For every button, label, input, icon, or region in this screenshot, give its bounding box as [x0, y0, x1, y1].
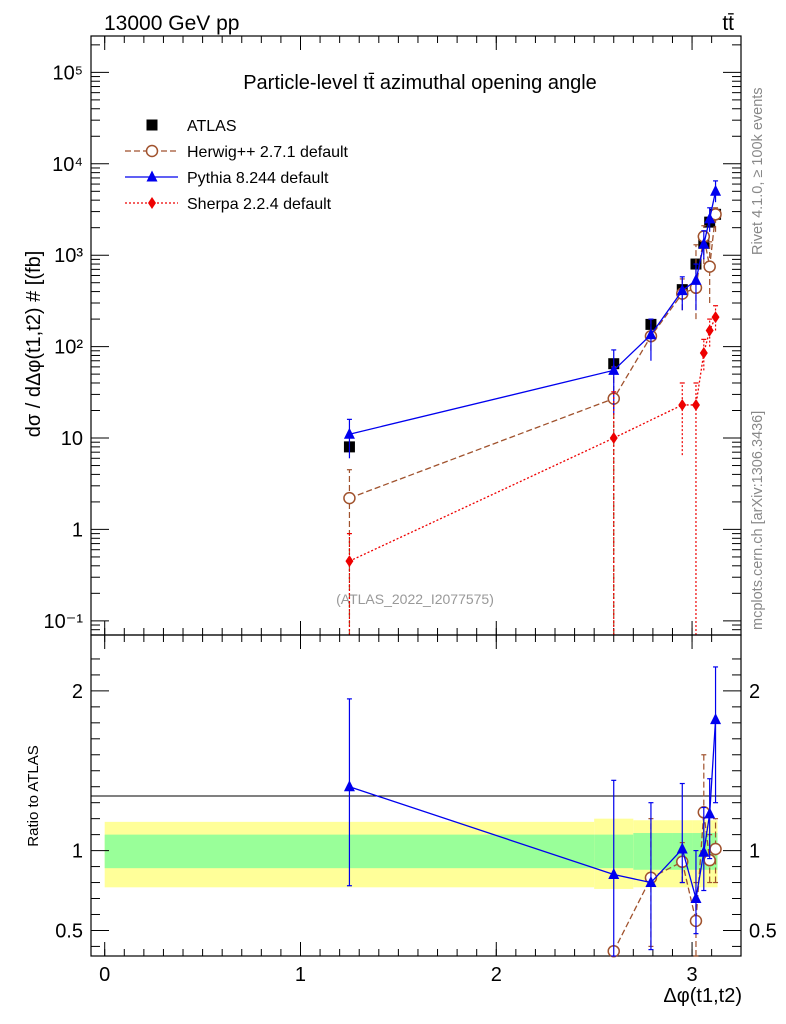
- energy-label: 13000 GeV pp: [104, 12, 239, 35]
- analysis-id: (ATLAS_2022_I2077575): [336, 591, 494, 607]
- pythia-point: [343, 427, 355, 439]
- y-tick-label: 10⁴: [52, 154, 83, 176]
- legend: ATLAS Herwig++ 2.7.1 default Pythia 8.244 …: [125, 118, 349, 213]
- pythia-ratio-point: [698, 845, 710, 857]
- legend-marker-pythia: [146, 170, 158, 182]
- herwig-point: [343, 491, 356, 505]
- pythia-ratio-point: [704, 807, 716, 819]
- main-panel: Particle-level tt̄ azimuthal opening ang…: [23, 35, 742, 636]
- x-tick-label: 1: [295, 964, 306, 986]
- ratio-y-tick-label: 0.5: [55, 920, 83, 942]
- sherpa-point: [699, 347, 708, 360]
- sherpa-point: [678, 398, 687, 411]
- ratio-y-tick-label-right: 1: [749, 841, 760, 863]
- sherpa-point: [711, 311, 720, 324]
- pythia-point: [676, 284, 688, 296]
- pythia-ratio-point: [710, 713, 722, 725]
- herwig-ratio-point: [709, 842, 722, 856]
- sherpa-point: [705, 324, 714, 337]
- pythia-point: [710, 184, 722, 196]
- legend-marker-herwig: [145, 144, 159, 158]
- x-tick-label: 0: [99, 964, 110, 986]
- legend-marker-atlas: [146, 119, 158, 131]
- y-tick-label: 10³: [54, 245, 83, 267]
- chart-title: Particle-level tt̄ azimuthal opening ang…: [243, 72, 597, 94]
- mcplots-label: mcplots.cern.ch [arXiv:1306.3436]: [750, 411, 766, 630]
- pythia-ratio-point: [645, 876, 657, 888]
- sherpa-line: [349, 316, 717, 562]
- inner-uncertainty-band: [633, 833, 673, 870]
- pythia-ratio-point: [343, 780, 355, 792]
- pythia-ratio-point: [690, 892, 702, 904]
- legend-label-herwig: Herwig++ 2.7.1 default: [187, 144, 349, 161]
- pythia-ratio-point: [676, 842, 688, 854]
- sherpa-point: [345, 555, 354, 568]
- pythia-ratio-point: [608, 868, 620, 880]
- inner-uncertainty-band: [692, 833, 702, 870]
- sherpa-point: [691, 398, 700, 411]
- pythia-point: [704, 212, 716, 224]
- legend-marker-sherpa: [148, 197, 156, 209]
- ratio-y-tick-label-right: 2: [749, 681, 760, 703]
- y-tick-label: 10²: [54, 337, 83, 359]
- pythia-point: [608, 363, 620, 375]
- pythia-point: [645, 328, 657, 340]
- legend-label-sherpa: Sherpa 2.2.4 default: [187, 196, 332, 213]
- herwig-point: [703, 260, 716, 273]
- y-tick-label: 10⁻¹: [44, 611, 84, 633]
- sherpa-point: [609, 432, 618, 445]
- x-tick-label: 3: [686, 964, 697, 986]
- herwig-line: [349, 214, 717, 499]
- legend-label-atlas: ATLAS: [187, 118, 237, 135]
- y-tick-label: 10: [61, 428, 83, 450]
- ratio-panel: Ratio to ATLAS Δφ(t1,t2) 0.5 0.5 1 1 2 2 0 1 2 3: [25, 634, 777, 1007]
- ratio-y-tick-label: 1: [72, 841, 83, 863]
- y-axis-label: dσ / dΔφ(t1,t2) # [(fb]: [23, 251, 45, 438]
- x-axis-label: Δφ(t1,t2): [663, 985, 742, 1007]
- y-tick-label: 10⁵: [52, 62, 83, 84]
- y-tick-label: 1: [72, 519, 83, 541]
- rivet-label: Rivet 4.1.0, ≥ 100k events: [750, 87, 766, 255]
- legend-label-pythia: Pythia 8.244 default: [187, 170, 329, 187]
- ratio-y-label: Ratio to ATLAS: [25, 745, 42, 846]
- ratio-y-tick-label-right: 0.5: [749, 920, 777, 942]
- pythia-point: [698, 237, 710, 249]
- ratio-y-tick-label: 2: [72, 681, 83, 703]
- process-label: tt̄: [722, 12, 734, 35]
- pythia-ratio-line: [349, 719, 717, 899]
- pythia-point: [690, 273, 702, 285]
- x-tick-label: 2: [491, 964, 502, 986]
- pythia-line: [349, 191, 717, 435]
